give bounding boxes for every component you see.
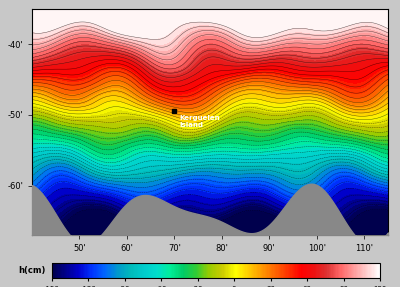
Text: Kerguelen
Island: Kerguelen Island — [179, 115, 220, 128]
Text: h(cm): h(cm) — [18, 266, 46, 275]
